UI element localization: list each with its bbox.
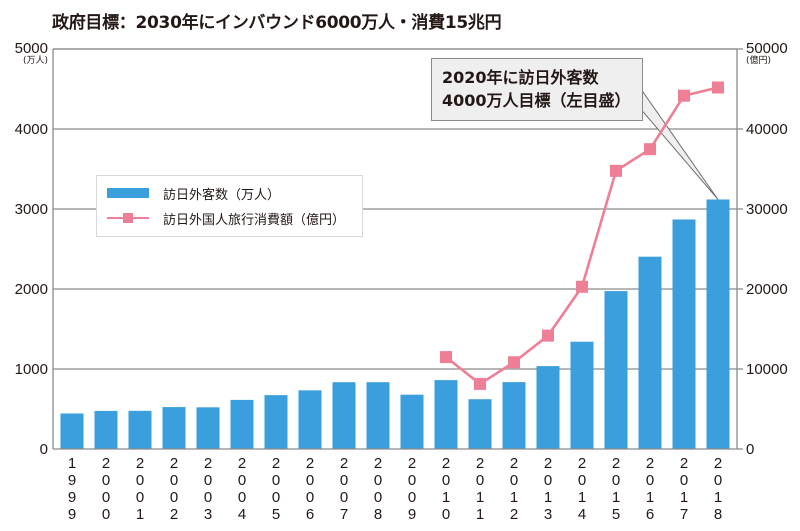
- y-right-tick-label: 10000: [746, 361, 788, 378]
- marker-2018: [712, 81, 724, 94]
- bar-2003: [196, 407, 220, 449]
- chart-title: 政府目標：2030年にインバウンド6000万人・消費15兆円: [52, 13, 502, 33]
- bar-2018: [706, 199, 730, 449]
- y-right-tick-label: 40000: [746, 121, 788, 138]
- marker-2013: [542, 329, 554, 342]
- y-right-tick-label: 50000: [746, 40, 788, 57]
- bar-2009: [400, 394, 424, 449]
- bar-2005: [264, 395, 288, 449]
- bar-2015: [604, 291, 628, 449]
- legend-line-swatch: [107, 212, 149, 224]
- legend-item-spending: 訪日外国人旅行消費額（億円）: [107, 208, 345, 228]
- bar-2006: [298, 390, 322, 449]
- bar-2004: [230, 399, 254, 449]
- bar-2011: [468, 399, 492, 449]
- legend: 訪日外客数（万人） 訪日外国人旅行消費額（億円）: [96, 175, 363, 237]
- bar-2012: [502, 382, 526, 449]
- y-left-unit-label: (万人): [23, 55, 48, 66]
- line-series: [440, 81, 724, 390]
- y-axis-left-labels: 0 1000 2000 3000 4000 5000(万人): [15, 40, 48, 458]
- legend-item-visitors: 訪日外客数（万人）: [107, 183, 280, 203]
- y-left-tick-label: 3000: [15, 201, 48, 218]
- bar-2008: [366, 382, 390, 449]
- bar-2013: [536, 366, 560, 449]
- callout-line-1: 2020年に訪日外客数: [442, 68, 599, 87]
- marker-2012: [508, 356, 520, 369]
- y-left-tick-label: 4000: [15, 121, 48, 138]
- bar-2001: [128, 410, 152, 449]
- marker-2016: [644, 143, 656, 156]
- x-axis-labels: 1 9 9 9 2 0 0 0 2 0 0 1 2 0 0 2 2 0 0 3 2 0 0 4 2 0 0 5 2 0 0 6 2 0 0 7 2 0 0 8…: [68, 455, 722, 523]
- marker-2015: [610, 164, 622, 177]
- marker-2010: [440, 351, 452, 364]
- y-axis-right-labels: 0 10000 20000 30000 40000 50000(億円): [746, 40, 788, 458]
- y-left-tick-label: 5000: [15, 40, 48, 57]
- bar-2017: [672, 219, 696, 449]
- y-right-unit-label: (億円): [746, 54, 771, 66]
- marker-2011: [474, 377, 486, 390]
- y-right-tick-label: 30000: [746, 201, 788, 218]
- bar-2007: [332, 382, 356, 449]
- bar-2000: [94, 410, 118, 449]
- y-right-tick-label: 20000: [746, 281, 788, 298]
- y-left-tick-label: 1000: [15, 361, 48, 378]
- legend-bar-swatch: [107, 188, 149, 198]
- y-left-tick-label: 0: [40, 441, 48, 458]
- callout-line-2: 4000万人目標（左目盛）: [442, 91, 631, 110]
- bar-2002: [162, 407, 186, 449]
- bar-series: [60, 199, 730, 449]
- legend-label: 訪日外客数（万人）: [163, 187, 281, 203]
- marker-2017: [678, 89, 690, 102]
- bar-2010: [434, 380, 458, 449]
- y-right-tick-label: 0: [746, 441, 754, 458]
- bar-2014: [570, 341, 594, 449]
- bar-1999: [60, 413, 84, 449]
- marker-2014: [576, 280, 588, 293]
- axes: [52, 48, 743, 450]
- bar-2016: [638, 256, 662, 449]
- annotation-callout: 2020年に訪日外客数 4000万人目標（左目盛）: [431, 58, 643, 121]
- legend-label: 訪日外国人旅行消費額（億円）: [163, 212, 346, 228]
- y-left-tick-label: 2000: [15, 281, 48, 298]
